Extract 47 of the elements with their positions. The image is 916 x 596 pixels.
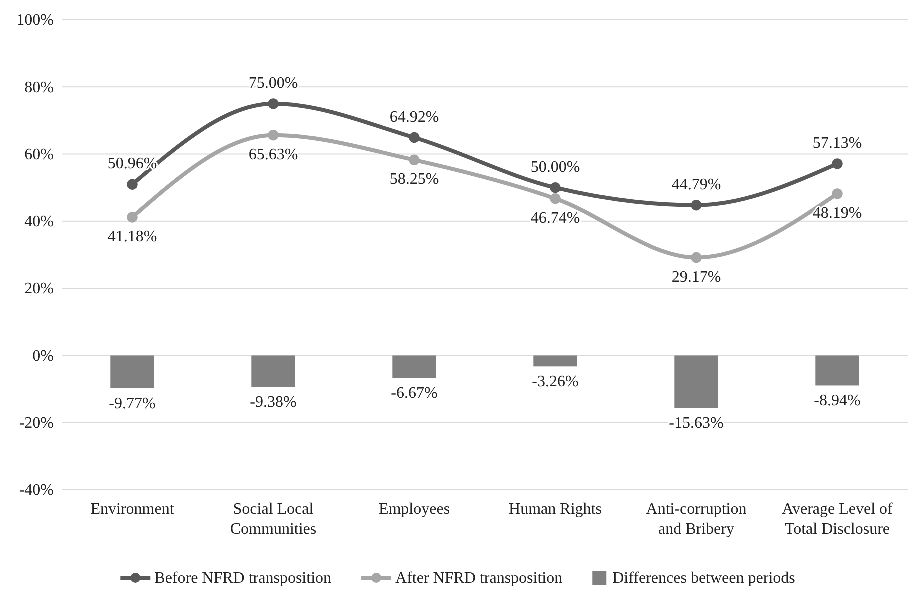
point — [127, 179, 138, 190]
data-label: 48.19% — [812, 204, 862, 222]
data-label: 46.74% — [530, 210, 580, 227]
data-label: 65.63% — [248, 146, 298, 164]
data-label: -9.77% — [109, 396, 156, 413]
x-tick-label: Social Local Communities — [230, 501, 317, 538]
x-tick-label: Average Level of Total Disclosure — [782, 501, 894, 538]
point — [268, 130, 279, 141]
data-label: 29.17% — [672, 268, 722, 286]
data-label: 41.18% — [108, 228, 158, 246]
y-tick-label: -20% — [19, 414, 54, 432]
point — [832, 188, 843, 200]
point — [691, 200, 702, 211]
y-tick-label: 80% — [24, 79, 54, 96]
data-label: 44.79% — [672, 176, 722, 194]
data-label: 58.25% — [390, 171, 440, 188]
data-label: 64.92% — [390, 108, 440, 126]
data-label: -9.38% — [250, 394, 297, 412]
data-label: -3.26% — [532, 374, 579, 391]
data-label: 50.00% — [530, 158, 580, 176]
data-label: -15.63% — [669, 415, 724, 432]
x-tick-label: Environment — [90, 501, 175, 518]
point — [832, 158, 843, 170]
x-tick-label: Human Rights — [509, 501, 602, 518]
point — [127, 212, 138, 223]
point — [268, 98, 279, 110]
legend-label: Before NFRD transposition — [154, 570, 332, 587]
y-tick-label: 40% — [24, 214, 54, 231]
data-label: 57.13% — [812, 134, 862, 152]
point — [550, 182, 561, 194]
point — [550, 193, 561, 204]
data-label: 50.96% — [108, 156, 158, 173]
y-tick-label: -40% — [19, 482, 54, 500]
point — [409, 132, 420, 144]
y-tick-label: 60% — [24, 146, 54, 164]
legend-label: After NFRD transposition — [396, 570, 563, 587]
point — [691, 252, 702, 264]
x-tick-label: Employees — [378, 501, 450, 518]
point — [409, 154, 420, 166]
data-label: -8.94% — [814, 392, 861, 410]
data-label: -6.67% — [391, 385, 438, 402]
y-tick-label: 20% — [24, 280, 54, 298]
data-label: 75.00% — [248, 74, 298, 92]
y-tick-label: 0% — [32, 348, 54, 365]
legend-label: Differences between periods — [612, 570, 796, 587]
x-tick-label: Anti-corruption and Bribery — [646, 501, 747, 538]
y-tick-label: 100% — [16, 12, 54, 30]
